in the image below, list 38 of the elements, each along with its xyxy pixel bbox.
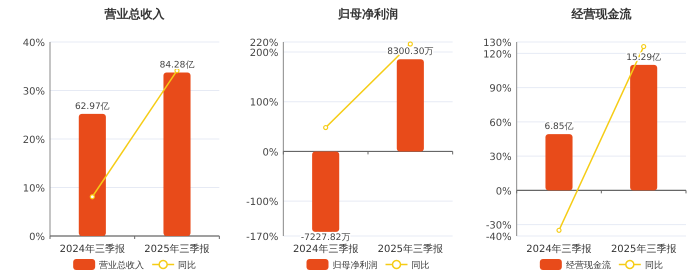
- y-tick-label: 100%: [250, 98, 278, 109]
- chart-title: 营业总收入: [104, 7, 166, 21]
- y-tick-label: -100%: [246, 197, 278, 208]
- data-label: 62.97亿: [74, 100, 110, 112]
- y-tick-label: 0%: [29, 232, 45, 243]
- legend-label: 同比: [412, 260, 430, 271]
- y-tick-label: 200%: [250, 48, 278, 59]
- y-tick-label: 130%: [483, 38, 512, 49]
- x-tick-label: 2024年三季报: [526, 243, 592, 255]
- chart-title: 归母净利润: [337, 7, 398, 21]
- x-tick-label: 2025年三季报: [610, 243, 676, 255]
- chart-title: 经营现金流: [570, 7, 632, 21]
- y-tick-label: -30%: [486, 220, 512, 232]
- legend-label: 同比: [178, 260, 196, 271]
- y-tick-label: 0%: [262, 147, 278, 158]
- y-tick-label: 20%: [22, 135, 45, 146]
- data-label: 6.85亿: [544, 121, 574, 132]
- y-tick-label: 220%: [250, 38, 278, 49]
- x-tick-label: 2024年三季报: [292, 243, 358, 255]
- legend-label: 经营现金流: [566, 260, 611, 271]
- data-label: -7227.82万: [300, 232, 350, 243]
- legend-label: 归母净利润: [332, 260, 378, 271]
- y-tick-label: -40%: [486, 232, 512, 243]
- y-tick-label: 10%: [22, 184, 45, 194]
- y-tick-label: 60%: [489, 118, 512, 129]
- legend-label: 营业总收入: [99, 260, 144, 271]
- x-tick-label: 2024年三季报: [60, 243, 126, 255]
- x-tick-label: 2025年三季报: [144, 243, 210, 255]
- y-tick-label: 30%: [22, 86, 45, 98]
- data-label: 84.28亿: [160, 59, 194, 70]
- y-tick-label: 120%: [483, 49, 512, 60]
- y-tick-label: 90%: [489, 84, 512, 95]
- x-tick-label: 2025年三季报: [378, 243, 444, 255]
- y-tick-label: 0%: [496, 186, 512, 198]
- y-tick-label: -170%: [246, 232, 278, 243]
- legend-label: 同比: [644, 260, 663, 271]
- y-tick-label: 30%: [489, 152, 512, 164]
- y-tick-label: 40%: [22, 38, 45, 49]
